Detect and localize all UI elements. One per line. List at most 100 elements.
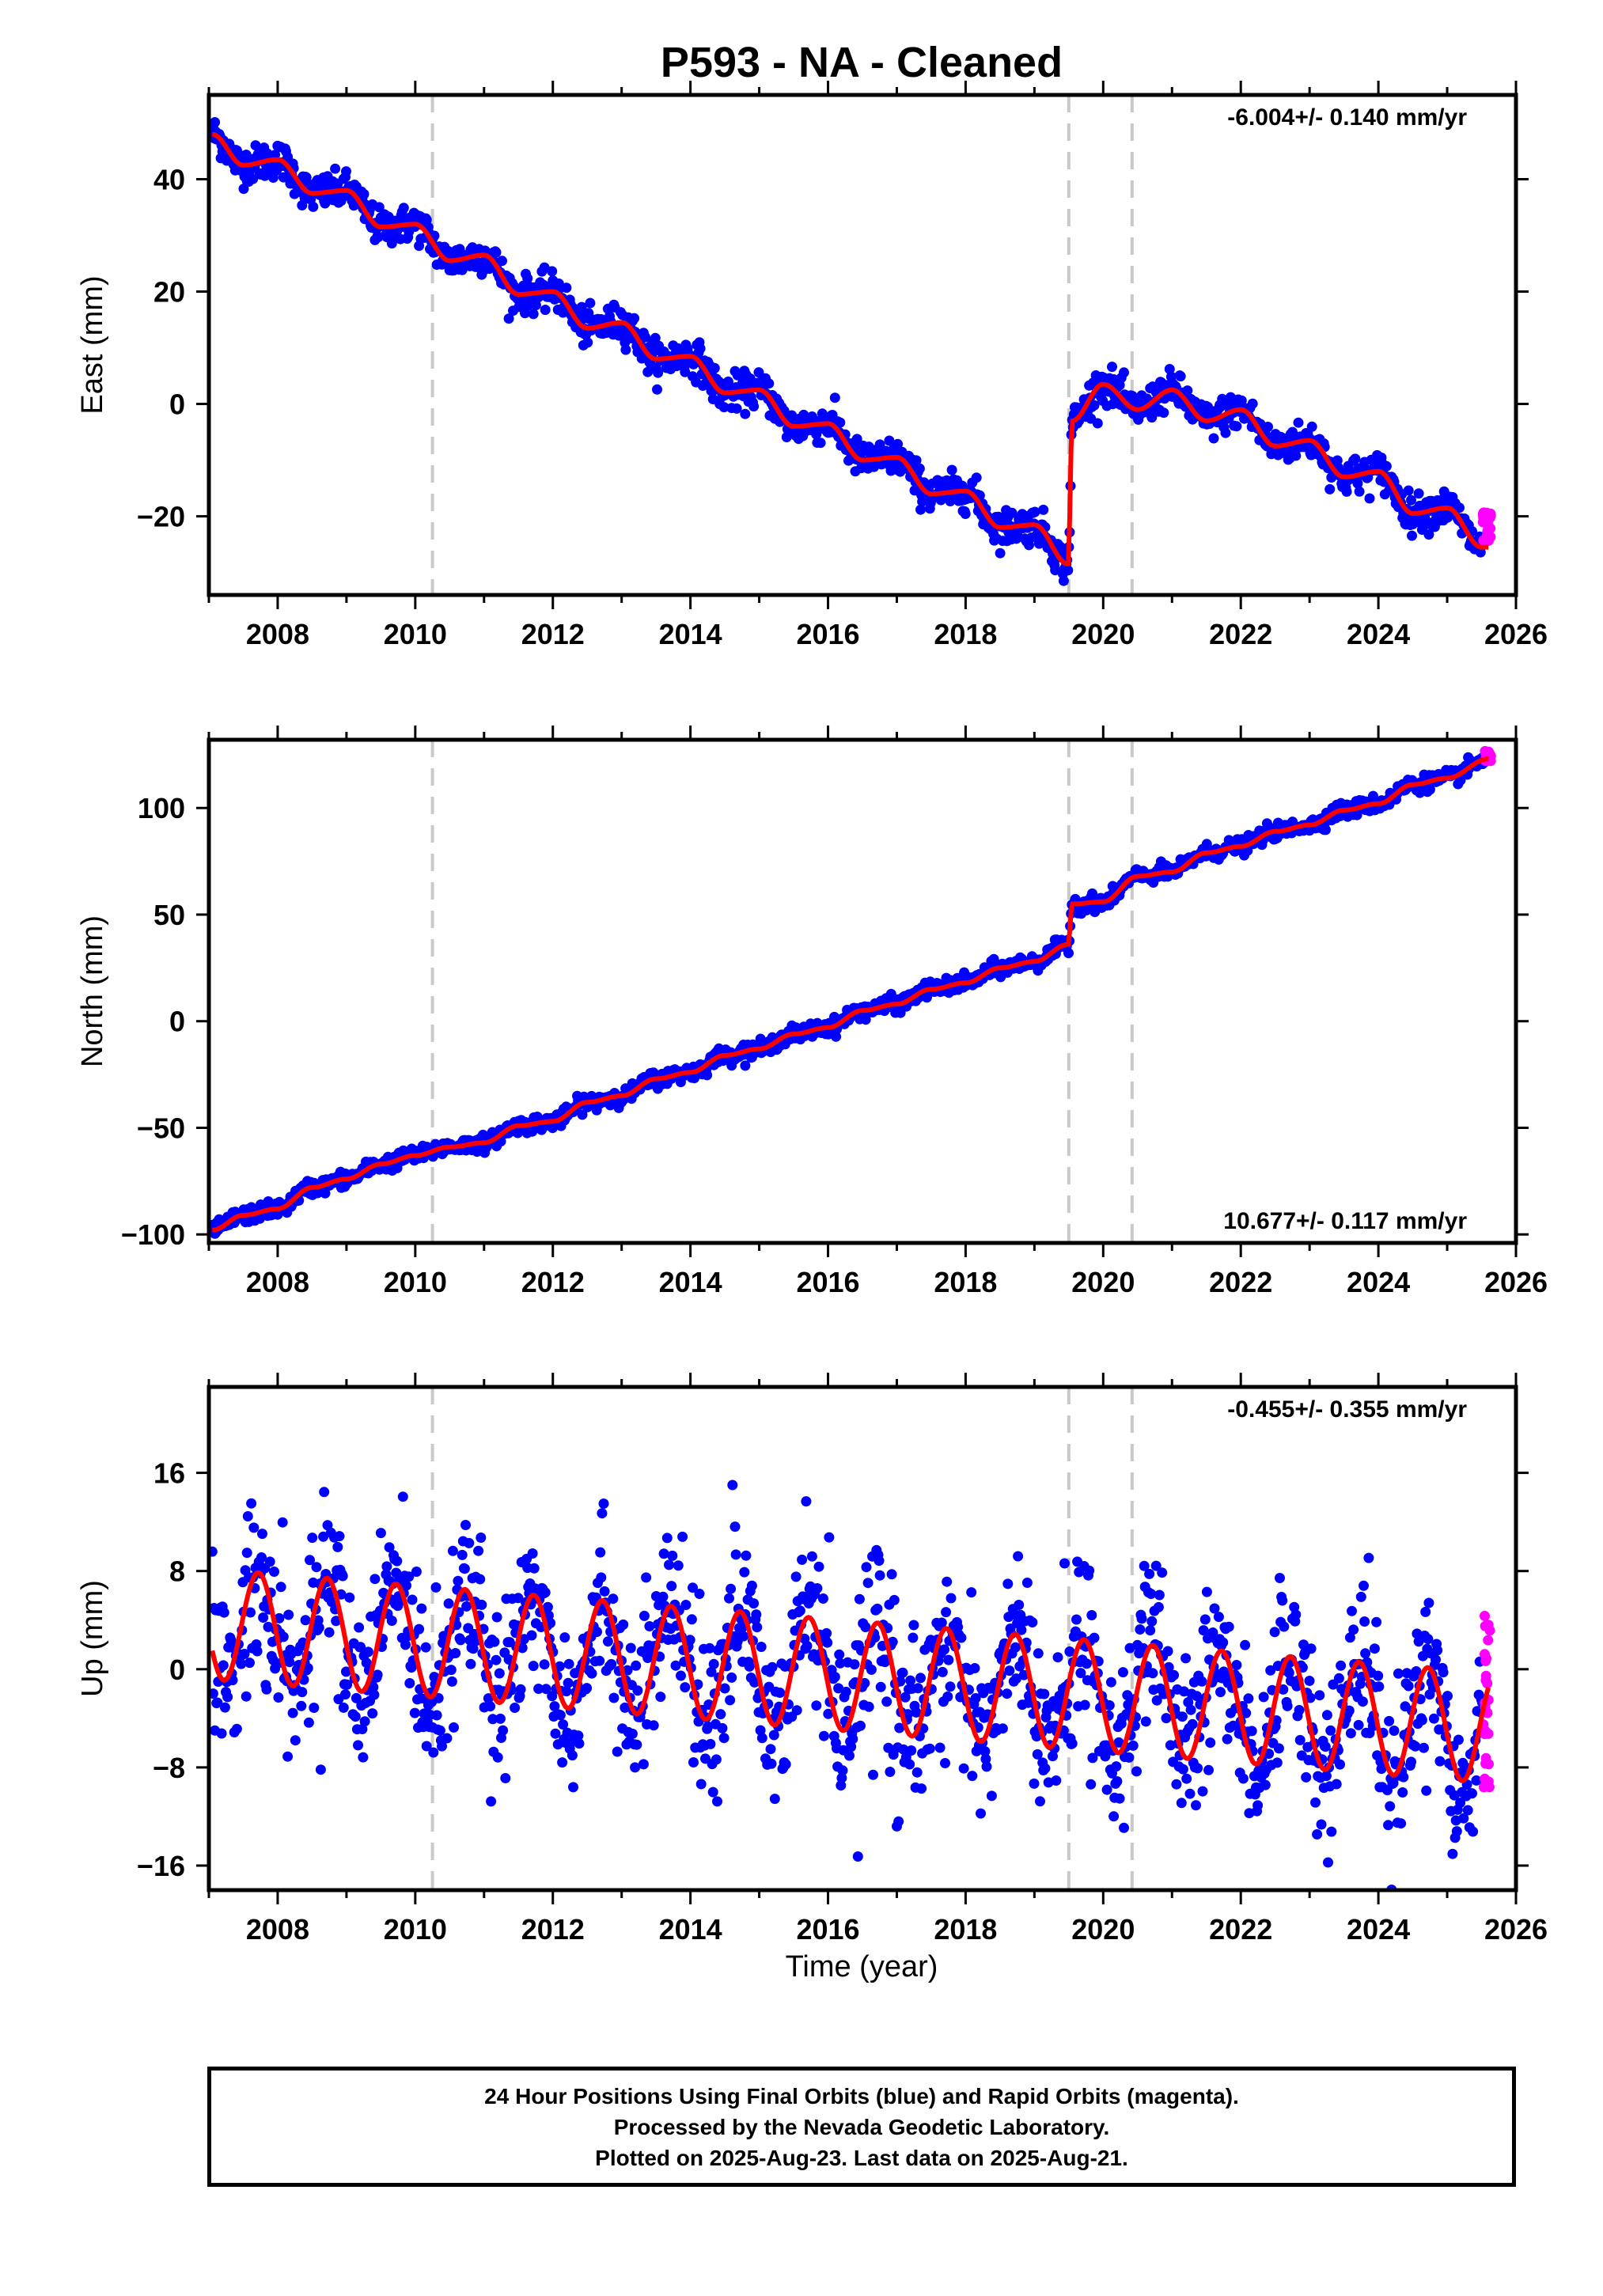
x-tick-label: 2024	[1347, 1266, 1410, 1298]
final-orbit-point	[353, 1740, 363, 1751]
x-tick-label: 2016	[796, 618, 859, 650]
final-orbit-point	[1421, 1785, 1432, 1796]
final-orbit-point	[829, 1672, 840, 1682]
final-orbit-point	[900, 1692, 911, 1703]
final-orbit-point	[1035, 1796, 1045, 1807]
final-orbit-point	[290, 1735, 301, 1746]
final-orbit-point	[362, 1646, 373, 1658]
final-orbit-point	[1273, 1743, 1284, 1754]
final-orbit-point	[1199, 1614, 1211, 1625]
y-tick-label: −8	[153, 1752, 185, 1784]
final-orbit-point	[946, 464, 957, 475]
final-orbit-point	[411, 1567, 422, 1577]
final-orbit-point	[1413, 488, 1424, 499]
final-orbit-point	[1101, 1784, 1112, 1795]
final-orbit-point	[457, 1549, 468, 1560]
final-orbit-point	[1127, 1740, 1139, 1751]
final-orbit-point	[264, 1556, 275, 1567]
final-orbit-point	[655, 1692, 666, 1703]
final-orbit-point	[958, 1763, 969, 1774]
final-orbit-point	[369, 1689, 380, 1700]
final-orbit-point	[1423, 1634, 1434, 1645]
final-orbit-point	[1294, 1734, 1306, 1745]
final-orbit-point	[680, 366, 691, 377]
final-orbit-point	[332, 1541, 343, 1552]
final-orbit-point	[829, 392, 840, 404]
final-orbit-point	[1014, 1600, 1025, 1610]
final-orbit-point	[555, 1710, 566, 1721]
final-orbit-point	[540, 1587, 551, 1598]
final-orbit-point	[1087, 1752, 1098, 1764]
final-orbit-point	[1241, 1707, 1252, 1718]
final-orbit-point	[737, 1623, 748, 1634]
final-orbit-point	[915, 504, 926, 515]
final-orbit-point	[1139, 1560, 1150, 1571]
final-orbit-point	[1029, 1778, 1040, 1789]
final-orbit-point	[618, 1619, 629, 1630]
final-orbit-point	[1247, 398, 1258, 409]
final-orbit-point	[940, 1758, 950, 1768]
final-orbit-point	[862, 1578, 874, 1589]
rapid-orbit-point	[1480, 1649, 1490, 1660]
final-orbit-point	[726, 1672, 737, 1683]
final-orbit-point	[1237, 1773, 1249, 1784]
final-orbit-point	[1154, 1589, 1165, 1601]
final-orbit-point	[801, 1496, 812, 1507]
final-orbit-point	[358, 188, 369, 199]
final-orbit-point	[914, 463, 925, 474]
footer-line-processed-by: Processed by the Nevada Geodetic Laborat…	[613, 2114, 1110, 2139]
y-axis-label: East (mm)	[76, 275, 109, 414]
final-orbit-point	[209, 1688, 218, 1699]
velocity-rate-label: 10.677+/- 0.117 mm/yr	[1223, 1208, 1467, 1234]
final-orbit-point	[1086, 1779, 1097, 1790]
final-orbit-point	[924, 1743, 935, 1754]
final-orbit-point	[1344, 1632, 1355, 1643]
y-axis-label: North (mm)	[76, 915, 109, 1067]
final-orbit-point	[1453, 1734, 1464, 1745]
final-orbit-point	[902, 1709, 913, 1720]
final-orbit-point	[641, 1572, 652, 1583]
final-orbit-point	[680, 1682, 691, 1693]
final-orbit-point	[522, 273, 533, 284]
final-orbit-point	[528, 309, 539, 320]
x-tick-label: 2020	[1071, 1913, 1135, 1946]
final-orbit-point	[1406, 1756, 1416, 1767]
final-orbit-point	[1108, 1811, 1120, 1822]
final-orbit-point	[740, 1060, 751, 1071]
final-orbit-point	[1423, 1597, 1434, 1608]
final-orbit-point	[911, 1707, 922, 1718]
final-orbit-point	[688, 1582, 698, 1593]
final-orbit-point	[1027, 1617, 1038, 1627]
final-orbit-point	[1151, 1695, 1162, 1706]
final-orbit-point	[1442, 1691, 1453, 1702]
final-orbit-point	[1389, 1726, 1400, 1736]
final-orbit-point	[1006, 507, 1018, 518]
final-orbit-point	[1282, 1700, 1293, 1711]
final-orbit-point	[849, 1659, 860, 1670]
final-orbit-point	[547, 266, 558, 277]
final-orbit-point	[1158, 407, 1169, 419]
final-orbit-point	[729, 1521, 741, 1533]
final-orbit-point	[892, 438, 904, 449]
rapid-orbit-point	[1483, 1728, 1494, 1739]
final-orbit-point	[397, 1491, 408, 1502]
final-orbit-point	[775, 1688, 786, 1698]
final-orbit-point	[238, 184, 249, 195]
final-orbit-point	[258, 1612, 269, 1623]
final-orbit-point	[1016, 1624, 1027, 1635]
final-orbit-point	[428, 1747, 439, 1758]
final-orbit-point	[673, 1560, 684, 1571]
model-fit-curve	[210, 1570, 1491, 1783]
y-tick-label: −20	[137, 501, 185, 533]
final-orbit-point	[526, 1630, 537, 1641]
final-orbit-point	[308, 201, 319, 212]
final-orbit-point	[342, 1679, 353, 1690]
final-orbit-point	[1403, 1680, 1414, 1692]
y-tick-label: 40	[153, 164, 185, 196]
panel-east: 2008 2010 2012 2014 2016 2018 2020 2022 2024 2026…	[76, 81, 1548, 650]
final-orbit-point	[612, 1746, 623, 1757]
panel-up: 2008 2010 2012 2014 2016 2018 2020 2022 2024 2026…	[76, 1373, 1548, 1946]
final-orbit-point	[980, 1746, 991, 1757]
final-orbit-point	[594, 1655, 605, 1666]
final-orbit-point	[707, 1786, 718, 1798]
